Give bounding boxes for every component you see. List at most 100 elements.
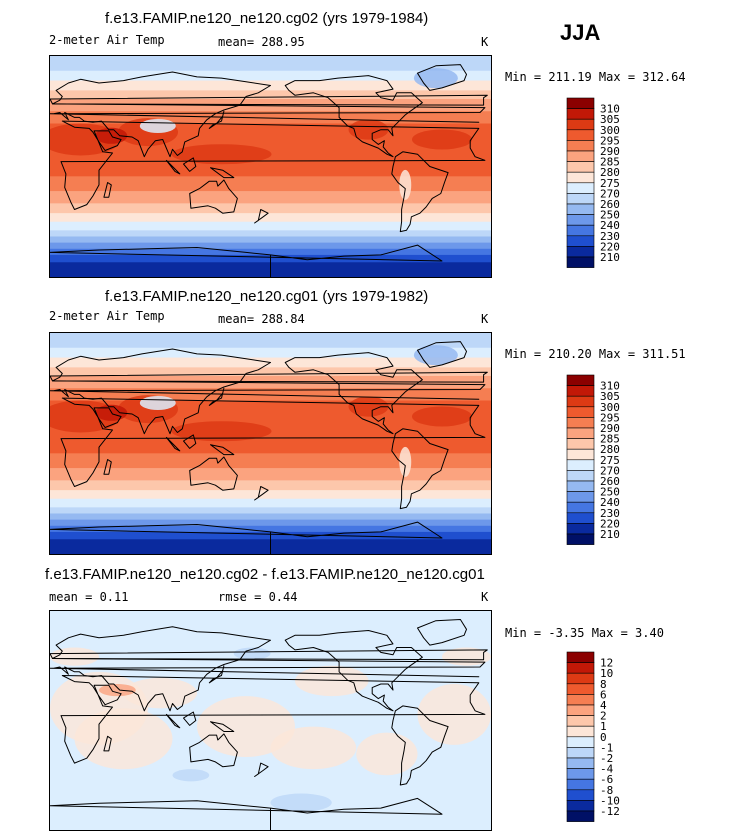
colorbar-box [566, 704, 595, 716]
panel2-variable: 2-meter Air Temp [49, 309, 165, 323]
colorbar-tick-label: -8 [600, 784, 613, 797]
colorbar-tick-label: 290 [600, 422, 620, 435]
temperature-band [50, 453, 491, 469]
panel2-colorbar: 310 305 300 295 290 285 280 275 270 260 250 240 230 2… [566, 374, 647, 547]
temperature-patch [412, 129, 472, 150]
panel1-title: f.e13.FAMIP.ne120_ne120.cg02 (yrs 1979-1… [105, 10, 429, 27]
temperature-band [50, 513, 491, 521]
coastline [254, 209, 269, 224]
coastline [165, 159, 181, 175]
temperature-band [50, 248, 491, 256]
temperature-band [50, 141, 491, 177]
coastline [284, 352, 423, 435]
temperature-band [50, 203, 491, 214]
temperature-band [50, 418, 491, 454]
temperature-band [50, 498, 491, 508]
coastline [103, 735, 112, 752]
colorbar-tick-label: 0 [600, 731, 607, 744]
temperature-patch [399, 446, 412, 477]
temperature-patch [412, 406, 472, 427]
colorbar-tick-label: 230 [600, 507, 620, 520]
temperature-patch [348, 119, 389, 140]
colorbar-box [566, 501, 595, 514]
panel1-units: K [481, 35, 489, 49]
colorbar-tick-label: 260 [600, 475, 620, 488]
colorbar-tick-label: 275 [600, 177, 620, 190]
colorbar-tick-label: 310 [600, 380, 620, 393]
coastline [284, 75, 423, 158]
colorbar-tick-label: -6 [600, 773, 613, 786]
coastline [208, 110, 225, 129]
coastline [103, 182, 112, 198]
colorbar-box [566, 406, 595, 418]
difference-patch [270, 726, 357, 770]
colorbar-tick-label: 10 [600, 667, 613, 680]
colorbar-tick-label: 12 [600, 657, 613, 670]
panel2-map [49, 332, 492, 555]
panel1-mean: mean= 288.95 [218, 35, 305, 49]
colorbar-tick-label: -12 [600, 805, 620, 818]
colorbar-tick-label: 240 [600, 496, 620, 509]
temperature-patch [399, 169, 412, 200]
colorbar-box [566, 417, 595, 429]
difference-patch [270, 793, 332, 812]
panel1-variable: 2-meter Air Temp [49, 33, 165, 47]
colorbar-tick-label: 210 [600, 251, 620, 264]
panel3-map-svg [50, 611, 491, 830]
colorbar-box [566, 140, 595, 152]
panel3-map [49, 610, 492, 831]
temperature-band [50, 367, 491, 377]
colorbar-box [566, 672, 595, 685]
coastline [60, 675, 486, 764]
colorbar-tick-label: 8 [600, 678, 607, 691]
temperature-band [50, 56, 491, 72]
difference-patch [50, 647, 99, 666]
temperature-patch [139, 395, 176, 410]
colorbar-box [566, 768, 595, 780]
colorbar-tick-label: 295 [600, 411, 620, 424]
coastline [60, 397, 486, 487]
colorbar-box [566, 171, 595, 184]
colorbar-box [566, 715, 595, 727]
colorbar-tick-label: 220 [600, 240, 620, 253]
coastline [417, 64, 467, 91]
colorbar-tick-label: 6 [600, 688, 607, 701]
coastline [417, 341, 467, 368]
temperature-patch [413, 345, 458, 366]
difference-patch [74, 708, 173, 770]
coastline [189, 456, 238, 491]
coastline [208, 387, 225, 406]
colorbar-tick-label: 260 [600, 198, 620, 211]
colorbar-box [566, 214, 595, 226]
panel2-map-svg [50, 333, 491, 554]
colorbar-box [566, 683, 595, 695]
colorbar-box [566, 374, 595, 386]
coastline [183, 711, 197, 726]
colorbar-box [566, 150, 595, 162]
colorbar-tick-label: -1 [600, 741, 613, 754]
colorbar-box [566, 757, 595, 769]
difference-patch [197, 696, 295, 757]
temperature-band [50, 242, 491, 250]
difference-patch [233, 647, 271, 660]
colorbar-tick-label: 300 [600, 124, 620, 137]
coastline [210, 721, 235, 732]
temperature-band [50, 347, 491, 359]
temperature-patch [171, 144, 272, 165]
coastline [60, 120, 486, 210]
temperature-band [50, 468, 491, 481]
coastline [417, 619, 467, 646]
difference-patch [172, 769, 210, 782]
temperature-patch [139, 118, 176, 133]
coastline [254, 762, 269, 777]
difference-patch [123, 677, 197, 709]
panel1-map-svg [50, 56, 491, 277]
season-label: JJA [560, 20, 601, 45]
colorbar-tick-label: 295 [600, 134, 620, 147]
colorbar-box [566, 427, 595, 439]
difference-patch [99, 684, 136, 697]
colorbar-box [566, 448, 595, 461]
difference-patch [442, 647, 491, 666]
coastline [183, 157, 197, 172]
colorbar-box [566, 480, 595, 492]
